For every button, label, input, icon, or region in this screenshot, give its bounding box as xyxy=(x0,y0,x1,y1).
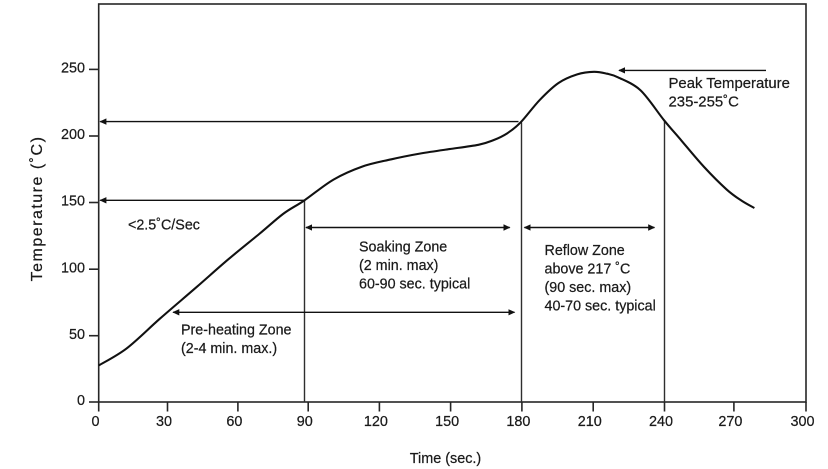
svg-text:150: 150 xyxy=(61,194,85,210)
svg-text:Temperature (˚C): Temperature (˚C) xyxy=(29,136,46,282)
svg-text:Soaking Zone: Soaking Zone xyxy=(359,239,447,255)
svg-text:40-70 sec. typical: 40-70 sec. typical xyxy=(545,299,656,315)
svg-text:200: 200 xyxy=(61,127,85,143)
svg-text:150: 150 xyxy=(435,414,459,430)
svg-text:250: 250 xyxy=(61,61,85,77)
svg-text:60-90 sec. typical: 60-90 sec. typical xyxy=(359,276,470,292)
svg-text:180: 180 xyxy=(506,414,530,430)
svg-text:270: 270 xyxy=(718,414,742,430)
svg-text:0: 0 xyxy=(91,414,99,430)
svg-text:300: 300 xyxy=(790,414,814,430)
svg-text:50: 50 xyxy=(69,327,85,343)
svg-text:90: 90 xyxy=(297,414,313,430)
svg-text:Reflow Zone: Reflow Zone xyxy=(545,243,625,259)
svg-text:0: 0 xyxy=(77,393,85,409)
svg-text:above 217 ˚C: above 217 ˚C xyxy=(545,262,631,278)
svg-text:60: 60 xyxy=(226,414,242,430)
svg-text:Time (sec.): Time (sec.) xyxy=(410,451,481,467)
svg-text:240: 240 xyxy=(649,414,673,430)
svg-text:120: 120 xyxy=(364,414,388,430)
svg-text:235-255˚C: 235-255˚C xyxy=(669,94,740,110)
svg-text:Pre-heating Zone: Pre-heating Zone xyxy=(181,323,292,339)
svg-text:100: 100 xyxy=(61,260,85,276)
svg-text:(2 min. max): (2 min. max) xyxy=(359,258,438,274)
svg-text:(2-4 min. max.): (2-4 min. max.) xyxy=(181,341,277,357)
svg-text:210: 210 xyxy=(578,414,602,430)
svg-text:(90 sec. max): (90 sec. max) xyxy=(545,280,632,296)
svg-text:<2.5˚C/Sec: <2.5˚C/Sec xyxy=(128,218,200,234)
svg-text:30: 30 xyxy=(156,414,172,430)
svg-text:Peak Temperature: Peak Temperature xyxy=(669,76,790,92)
